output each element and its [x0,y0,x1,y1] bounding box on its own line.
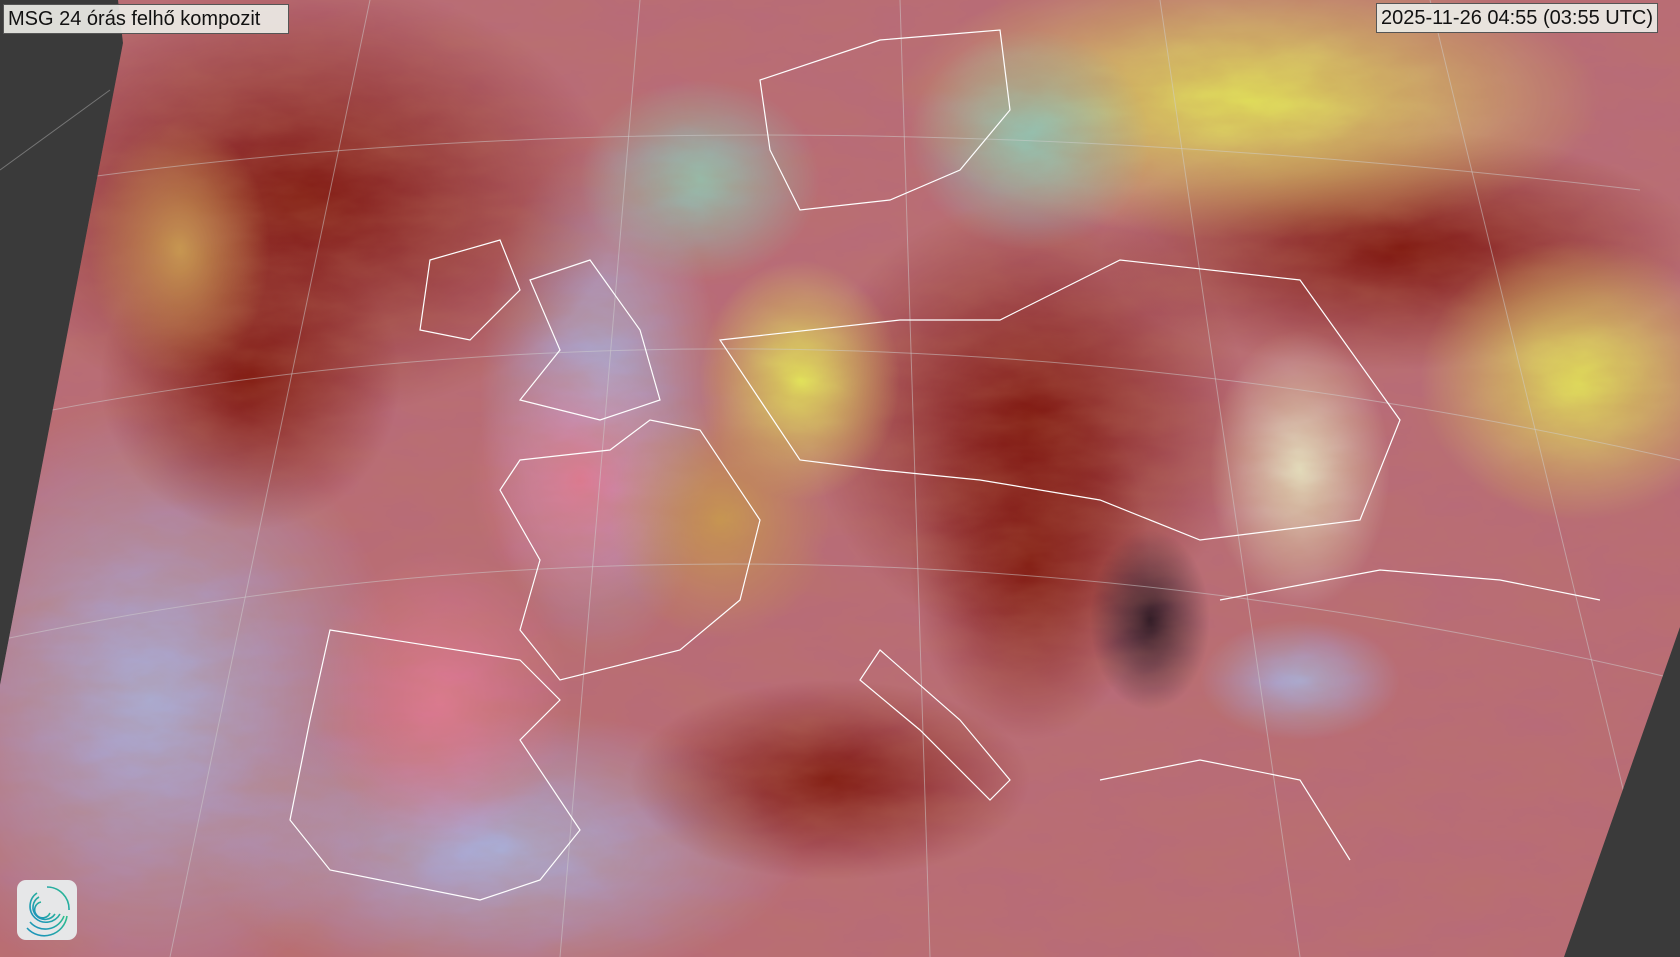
swirl-logo-icon [17,880,77,940]
graticule-outside [0,89,111,171]
timestamp-label: 2025-11-26 04:55 (03:55 UTC) [1376,3,1659,33]
coastlines [289,29,1601,901]
map-title: MSG 24 órás felhő kompozit [3,4,289,34]
